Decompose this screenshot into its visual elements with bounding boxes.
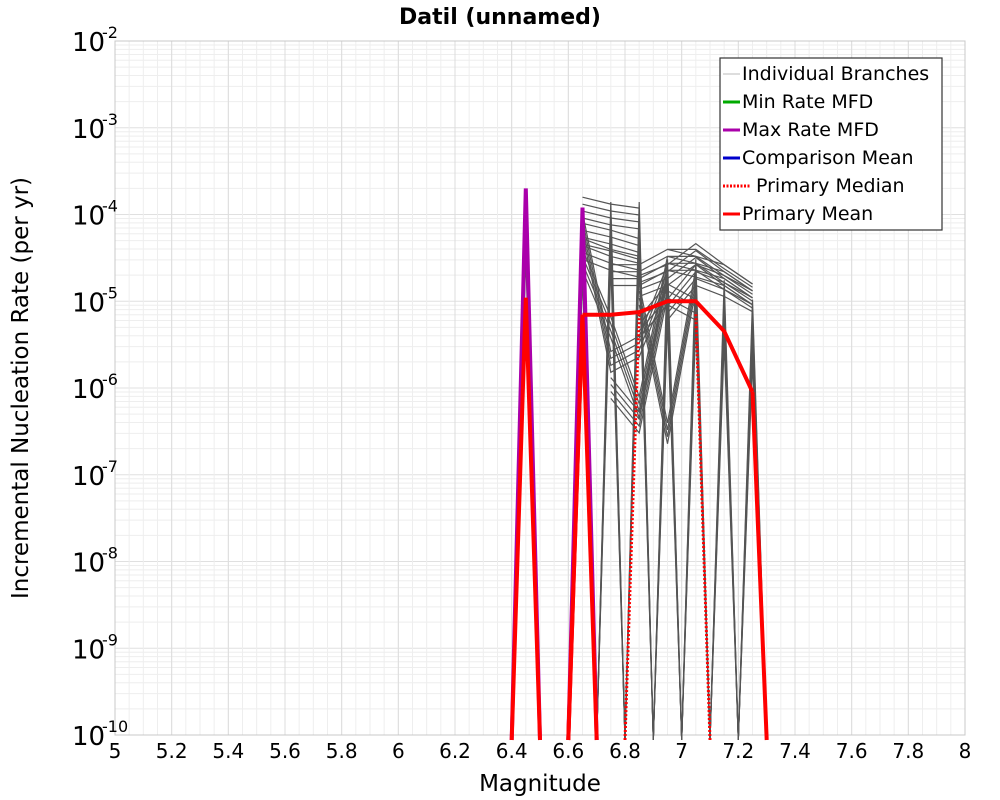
primary-mean-right-edge [750, 391, 769, 741]
x-tick-label: 5.4 [212, 739, 244, 763]
y-tick-exponent: -2 [102, 23, 118, 42]
x-tick-label: 6 [392, 739, 405, 763]
y-tick-exponent: -8 [102, 544, 118, 563]
branch-line [582, 229, 640, 247]
x-tick-label: 7.6 [836, 739, 868, 763]
legend-box [719, 57, 943, 231]
branch-line [582, 243, 640, 260]
branch-line [582, 196, 640, 209]
branch-line [582, 210, 640, 223]
branch-line [638, 256, 753, 299]
branch-line [667, 262, 753, 302]
y-tick-label: 10 [72, 115, 105, 145]
y-axis-label: Incremental Nucleation Rate (per yr) [8, 177, 34, 599]
branch-line [638, 275, 697, 431]
y-tick-exponent: -10 [102, 717, 128, 736]
x-tick-label: 7.4 [779, 739, 811, 763]
legend-label: Comparison Mean [742, 147, 914, 169]
branch-line [581, 249, 669, 400]
branch-line [582, 236, 640, 254]
y-axis-ticks: 10-210-310-410-510-610-710-810-910-10 [72, 23, 128, 752]
branch-line [638, 242, 753, 285]
branch-line [638, 268, 697, 424]
x-tick-label: 6.4 [496, 739, 528, 763]
x-tick-label: 8 [959, 739, 972, 763]
branch-line [581, 256, 669, 407]
branch-spike [709, 280, 739, 741]
legend-label: Min Rate MFD [742, 91, 873, 113]
y-tick-label: 10 [72, 462, 105, 492]
y-tick-label: 10 [72, 28, 105, 58]
branch-spike [596, 201, 626, 741]
y-tick-exponent: -6 [102, 370, 118, 389]
legend-label: Primary Median [756, 175, 905, 197]
x-tick-label: 5 [109, 739, 122, 763]
x-tick-label: 6.8 [609, 739, 641, 763]
chart-title: Datil (unnamed) [399, 5, 601, 30]
y-tick-label: 10 [72, 722, 105, 752]
legend-label: Individual Branches [742, 63, 929, 85]
x-tick-label: 6.2 [439, 739, 471, 763]
x-tick-label: 7 [675, 739, 688, 763]
y-tick-exponent: -7 [102, 457, 118, 476]
branch-line [667, 277, 753, 314]
series-lines [509, 188, 769, 741]
branch-line [582, 203, 640, 216]
y-tick-label: 10 [72, 635, 105, 665]
branch-line [667, 270, 753, 307]
primary-mean-spike [509, 297, 542, 741]
x-tick-label: 7.2 [722, 739, 754, 763]
y-tick-label: 10 [72, 288, 105, 318]
branch-line [667, 269, 753, 309]
branch-line [638, 282, 697, 437]
branch-line [610, 296, 669, 435]
x-axis-ticks: 5 5.2 5.4 5.6 5.8 6 6.2 6.4 6.6 6.8 7 7.2 7.4 7.6 7.8 8 [109, 739, 972, 763]
y-tick-label: 10 [72, 375, 105, 405]
branch-line [667, 255, 753, 295]
legend: Individual Branches Min Rate MFD Max Rate … [719, 57, 943, 231]
primary-median-drop [623, 312, 641, 741]
y-tick-exponent: -4 [102, 197, 118, 216]
x-tick-label: 5.8 [326, 739, 358, 763]
y-tick-exponent: -3 [102, 110, 118, 129]
branch-line [581, 263, 669, 413]
x-tick-label: 7.8 [892, 739, 924, 763]
x-tick-label: 5.6 [269, 739, 301, 763]
branch-line [582, 222, 640, 240]
branch-line [582, 217, 640, 230]
y-tick-exponent: -5 [102, 283, 118, 302]
branch-line [610, 289, 669, 428]
x-tick-label: 6.6 [552, 739, 584, 763]
branch-line [638, 249, 753, 292]
primary-median-drop [694, 312, 712, 741]
x-axis-label: Magnitude [479, 771, 601, 797]
branch-line [582, 245, 640, 264]
y-tick-label: 10 [72, 202, 105, 232]
branch-line [581, 270, 669, 420]
branch-line [582, 238, 640, 257]
primary-mean-left-edge [566, 314, 585, 741]
x-tick-label: 5.2 [156, 739, 188, 763]
branch-line [667, 263, 753, 300]
legend-label: Max Rate MFD [742, 119, 879, 141]
primary-mean-line [582, 299, 755, 393]
branch-spike [624, 201, 654, 741]
y-tick-exponent: -9 [102, 630, 118, 649]
legend-label: Primary Mean [742, 203, 873, 225]
branch-line [667, 248, 753, 288]
y-tick-label: 10 [72, 549, 105, 579]
